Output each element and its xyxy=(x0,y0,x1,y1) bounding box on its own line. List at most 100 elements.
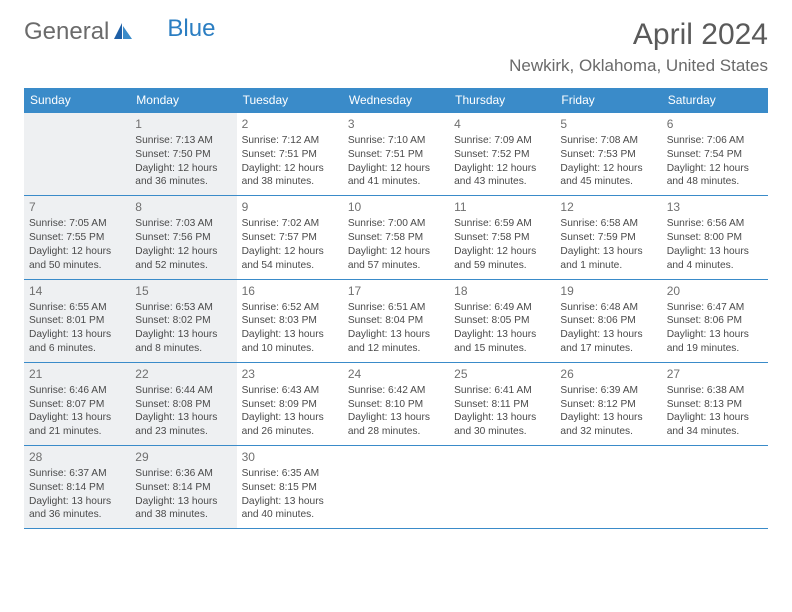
sunrise-text: Sunrise: 6:38 AM xyxy=(667,384,763,398)
calendar-week: 7Sunrise: 7:05 AMSunset: 7:55 PMDaylight… xyxy=(24,195,768,278)
calendar-cell: 1Sunrise: 7:13 AMSunset: 7:50 PMDaylight… xyxy=(130,113,236,195)
day-number: 15 xyxy=(135,283,231,299)
weekday-label: Monday xyxy=(130,88,236,112)
sunrise-text: Sunrise: 7:05 AM xyxy=(29,217,125,231)
daylight-text: and 6 minutes. xyxy=(29,342,125,356)
sunset-text: Sunset: 8:10 PM xyxy=(348,398,444,412)
sunrise-text: Sunrise: 6:43 AM xyxy=(242,384,338,398)
sunrise-text: Sunrise: 6:51 AM xyxy=(348,301,444,315)
calendar-cell: 12Sunrise: 6:58 AMSunset: 7:59 PMDayligh… xyxy=(555,196,661,278)
sunset-text: Sunset: 8:11 PM xyxy=(454,398,550,412)
sunset-text: Sunset: 7:58 PM xyxy=(348,231,444,245)
sunset-text: Sunset: 8:02 PM xyxy=(135,314,231,328)
sunrise-text: Sunrise: 6:58 AM xyxy=(560,217,656,231)
sunset-text: Sunset: 8:03 PM xyxy=(242,314,338,328)
sunrise-text: Sunrise: 7:12 AM xyxy=(242,134,338,148)
weekday-label: Sunday xyxy=(24,88,130,112)
day-number: 13 xyxy=(667,199,763,215)
daylight-text: Daylight: 12 hours xyxy=(135,245,231,259)
calendar-cell: 16Sunrise: 6:52 AMSunset: 8:03 PMDayligh… xyxy=(237,280,343,362)
day-number: 24 xyxy=(348,366,444,382)
sunrise-text: Sunrise: 6:55 AM xyxy=(29,301,125,315)
day-number: 8 xyxy=(135,199,231,215)
daylight-text: and 48 minutes. xyxy=(667,175,763,189)
daylight-text: and 8 minutes. xyxy=(135,342,231,356)
daylight-text: Daylight: 13 hours xyxy=(667,245,763,259)
calendar-cell: 17Sunrise: 6:51 AMSunset: 8:04 PMDayligh… xyxy=(343,280,449,362)
daylight-text: Daylight: 13 hours xyxy=(29,411,125,425)
sunset-text: Sunset: 8:12 PM xyxy=(560,398,656,412)
calendar-cell xyxy=(662,446,768,528)
sunrise-text: Sunrise: 6:42 AM xyxy=(348,384,444,398)
sail-icon xyxy=(112,21,134,43)
calendar-cell: 2Sunrise: 7:12 AMSunset: 7:51 PMDaylight… xyxy=(237,113,343,195)
daylight-text: Daylight: 13 hours xyxy=(29,495,125,509)
calendar-cell: 22Sunrise: 6:44 AMSunset: 8:08 PMDayligh… xyxy=(130,363,236,445)
day-number: 18 xyxy=(454,283,550,299)
sunset-text: Sunset: 7:59 PM xyxy=(560,231,656,245)
calendar-cell xyxy=(555,446,661,528)
sunrise-text: Sunrise: 6:44 AM xyxy=(135,384,231,398)
calendar-cell: 9Sunrise: 7:02 AMSunset: 7:57 PMDaylight… xyxy=(237,196,343,278)
sunrise-text: Sunrise: 6:47 AM xyxy=(667,301,763,315)
sunrise-text: Sunrise: 6:48 AM xyxy=(560,301,656,315)
day-number: 6 xyxy=(667,116,763,132)
brand-logo: General Blue xyxy=(24,18,215,46)
sunset-text: Sunset: 8:09 PM xyxy=(242,398,338,412)
day-number: 4 xyxy=(454,116,550,132)
daylight-text: Daylight: 13 hours xyxy=(560,328,656,342)
calendar-week: 14Sunrise: 6:55 AMSunset: 8:01 PMDayligh… xyxy=(24,279,768,362)
sunset-text: Sunset: 7:55 PM xyxy=(29,231,125,245)
day-number: 25 xyxy=(454,366,550,382)
sunrise-text: Sunrise: 6:53 AM xyxy=(135,301,231,315)
calendar-cell: 26Sunrise: 6:39 AMSunset: 8:12 PMDayligh… xyxy=(555,363,661,445)
daylight-text: and 4 minutes. xyxy=(667,259,763,273)
sunset-text: Sunset: 8:04 PM xyxy=(348,314,444,328)
daylight-text: and 50 minutes. xyxy=(29,259,125,273)
calendar-cell xyxy=(24,113,130,195)
sunrise-text: Sunrise: 6:39 AM xyxy=(560,384,656,398)
daylight-text: and 59 minutes. xyxy=(454,259,550,273)
day-number: 17 xyxy=(348,283,444,299)
weekday-label: Tuesday xyxy=(237,88,343,112)
calendar-cell: 19Sunrise: 6:48 AMSunset: 8:06 PMDayligh… xyxy=(555,280,661,362)
day-number: 12 xyxy=(560,199,656,215)
calendar-cell: 6Sunrise: 7:06 AMSunset: 7:54 PMDaylight… xyxy=(662,113,768,195)
daylight-text: and 26 minutes. xyxy=(242,425,338,439)
sunrise-text: Sunrise: 6:35 AM xyxy=(242,467,338,481)
daylight-text: and 38 minutes. xyxy=(135,508,231,522)
sunset-text: Sunset: 7:51 PM xyxy=(242,148,338,162)
sunset-text: Sunset: 7:58 PM xyxy=(454,231,550,245)
day-number: 22 xyxy=(135,366,231,382)
sunset-text: Sunset: 8:14 PM xyxy=(29,481,125,495)
weekday-label: Friday xyxy=(555,88,661,112)
daylight-text: Daylight: 13 hours xyxy=(560,411,656,425)
header-right: April 2024 Newkirk, Oklahoma, United Sta… xyxy=(509,18,768,76)
day-number: 21 xyxy=(29,366,125,382)
calendar-week: 28 Sunrise: 6:37 AMSunset: 8:14 PMDayligh… xyxy=(24,445,768,529)
daylight-text: and 1 minute. xyxy=(560,259,656,273)
sunrise-text: Sunrise: 7:10 AM xyxy=(348,134,444,148)
day-number: 30 xyxy=(242,449,338,465)
day-number: 27 xyxy=(667,366,763,382)
sunrise-text: Sunrise: 6:37 AM xyxy=(29,467,125,481)
brand-part2: Blue xyxy=(167,15,215,43)
daylight-text: Daylight: 13 hours xyxy=(348,411,444,425)
day-number: 28 xyxy=(29,449,125,465)
sunrise-text: Sunrise: 7:00 AM xyxy=(348,217,444,231)
daylight-text: and 19 minutes. xyxy=(667,342,763,356)
month-title: April 2024 xyxy=(509,18,768,52)
brand-part1: General xyxy=(24,18,109,46)
daylight-text: Daylight: 12 hours xyxy=(454,162,550,176)
day-number: 14 xyxy=(29,283,125,299)
daylight-text: Daylight: 13 hours xyxy=(667,411,763,425)
daylight-text: and 21 minutes. xyxy=(29,425,125,439)
daylight-text: and 40 minutes. xyxy=(242,508,338,522)
sunrise-text: Sunrise: 7:02 AM xyxy=(242,217,338,231)
daylight-text: and 41 minutes. xyxy=(348,175,444,189)
calendar-cell: 28 Sunrise: 6:37 AMSunset: 8:14 PMDayligh… xyxy=(24,446,130,528)
sunset-text: Sunset: 8:07 PM xyxy=(29,398,125,412)
daylight-text: Daylight: 12 hours xyxy=(667,162,763,176)
day-number: 9 xyxy=(242,199,338,215)
sunset-text: Sunset: 8:05 PM xyxy=(454,314,550,328)
